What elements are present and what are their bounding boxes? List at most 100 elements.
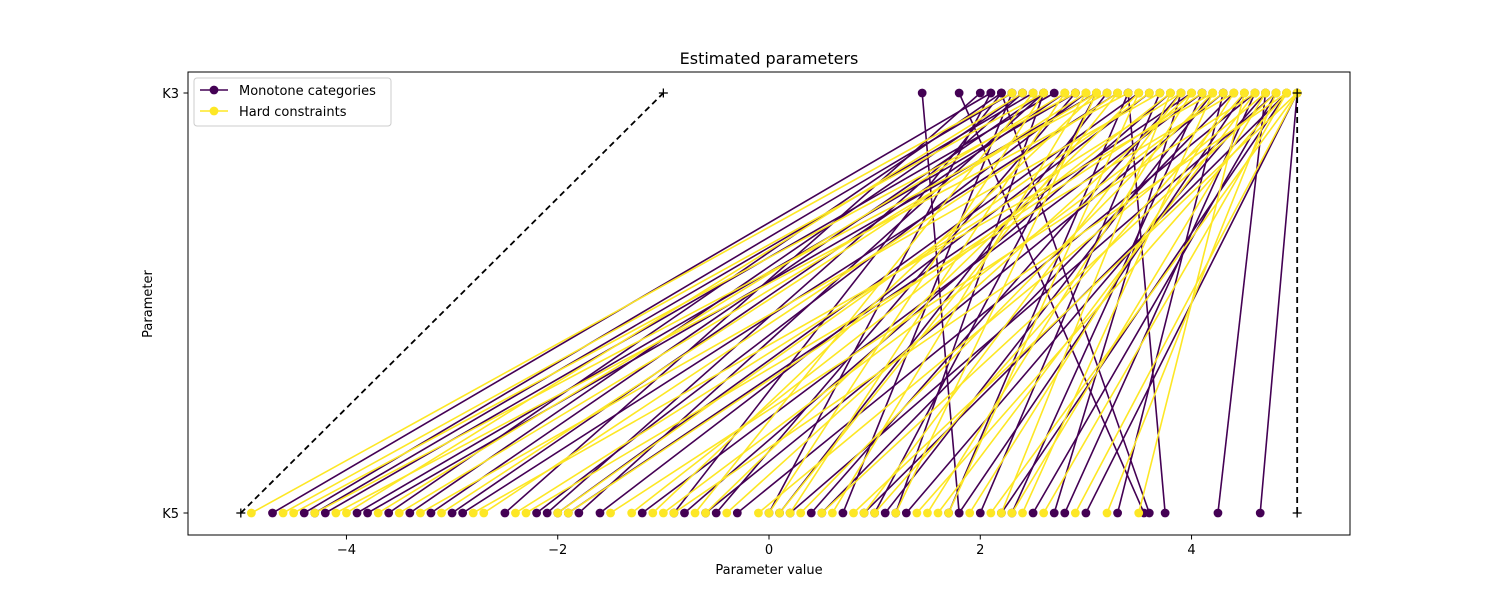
series-line-segment [947,92,1140,514]
series-point [268,508,277,518]
series-line-segment [694,92,1034,514]
series-line-segment [873,92,1098,514]
series-point [1239,88,1249,98]
series-point [1229,88,1239,98]
legend-frame [193,77,392,127]
series-point [627,508,637,518]
legend-label: Monotone categories [239,84,376,99]
series-point [1197,88,1207,98]
series-point [806,508,816,518]
series-point [891,508,901,518]
series-point [416,508,425,518]
series-line-segment [314,92,1108,514]
series-line-segment [567,92,1203,514]
series-line-segment [821,92,1235,514]
series-line-segment [1217,92,1267,514]
series-point [1144,88,1154,98]
series-line-segment [1259,92,1298,514]
series-point [965,508,975,518]
series-point [320,508,330,518]
series-point [849,508,858,518]
series-line-segment [557,92,1150,514]
series-line-segment [937,92,1256,514]
series-point [917,88,927,98]
series-point [669,508,679,518]
y-axis-label: Parameter [141,270,156,338]
series-line-segment [420,92,1161,514]
series-point [701,508,711,518]
series-point [1113,508,1122,518]
series-line-segment [863,92,1182,514]
series-point [1208,88,1218,98]
series-point [1039,88,1049,98]
series-line-segment [1127,92,1166,514]
series-line-segment [1021,92,1214,514]
series-point [997,508,1006,518]
x-axis-ticks: −4 −2 0 2 4 [337,535,1196,558]
series-line-segment [398,92,1097,514]
series-point [997,88,1006,98]
series-point [870,508,880,518]
series-point [764,508,774,518]
series-point [859,508,869,518]
series-line-segment [1032,92,1277,514]
x-tick-label: −4 [337,543,356,558]
series-line-segment [525,92,1235,514]
series-point [1134,508,1144,518]
series-point [1028,88,1038,98]
series-point [1018,508,1027,518]
y-tick-label: K3 [162,87,179,102]
series-point [954,88,964,98]
series-point [785,508,795,518]
series-line-segment [282,92,1045,514]
series-point [1060,88,1070,98]
series-point [1166,88,1175,98]
series-line-segment [377,92,1066,514]
series-line-segment [388,92,1002,514]
series-line-segment [831,92,1087,514]
series-line-segment [515,92,1182,514]
lines-layer [240,92,1299,514]
series-point [352,508,362,518]
legend: Monotone categories Hard constraints [193,77,392,127]
series-point [299,508,309,518]
series-point [680,508,689,518]
y-tick-label: K5 [162,507,179,522]
series-line-segment [430,92,1045,514]
series-point [1113,88,1122,98]
series-line-segment [250,92,1013,514]
series-point [595,508,605,518]
series-point [711,508,721,518]
series-line-segment [800,92,1214,514]
series-point [1070,88,1080,98]
x-axis-label: Parameter value [715,563,822,578]
series-point [1213,508,1223,518]
legend-label: Hard constraints [239,105,347,120]
series-line-segment [335,92,1129,514]
series-point [342,508,351,518]
series-point [901,508,911,518]
x-tick-label: 0 [765,543,773,558]
series-point [1007,508,1017,518]
series-point [384,508,394,518]
series-point [658,508,668,518]
chart-title: Estimated parameters [680,49,859,68]
series-line-segment [705,92,1224,514]
series-point [363,508,372,518]
series-point [637,508,647,518]
series-point [563,508,573,518]
series-point [289,508,299,518]
series-line-segment [673,92,1003,514]
series-line-segment [504,92,981,514]
series-line-segment [1137,92,1246,514]
series-point [1092,88,1101,98]
series-line-segment [409,92,1023,514]
series-point [1081,508,1091,518]
series-point [827,508,837,518]
series-point [553,508,563,518]
series-point [426,508,436,518]
series-line-segment [789,92,1066,514]
series-point [1144,508,1154,518]
series-point [732,508,742,518]
series-point [986,88,996,98]
